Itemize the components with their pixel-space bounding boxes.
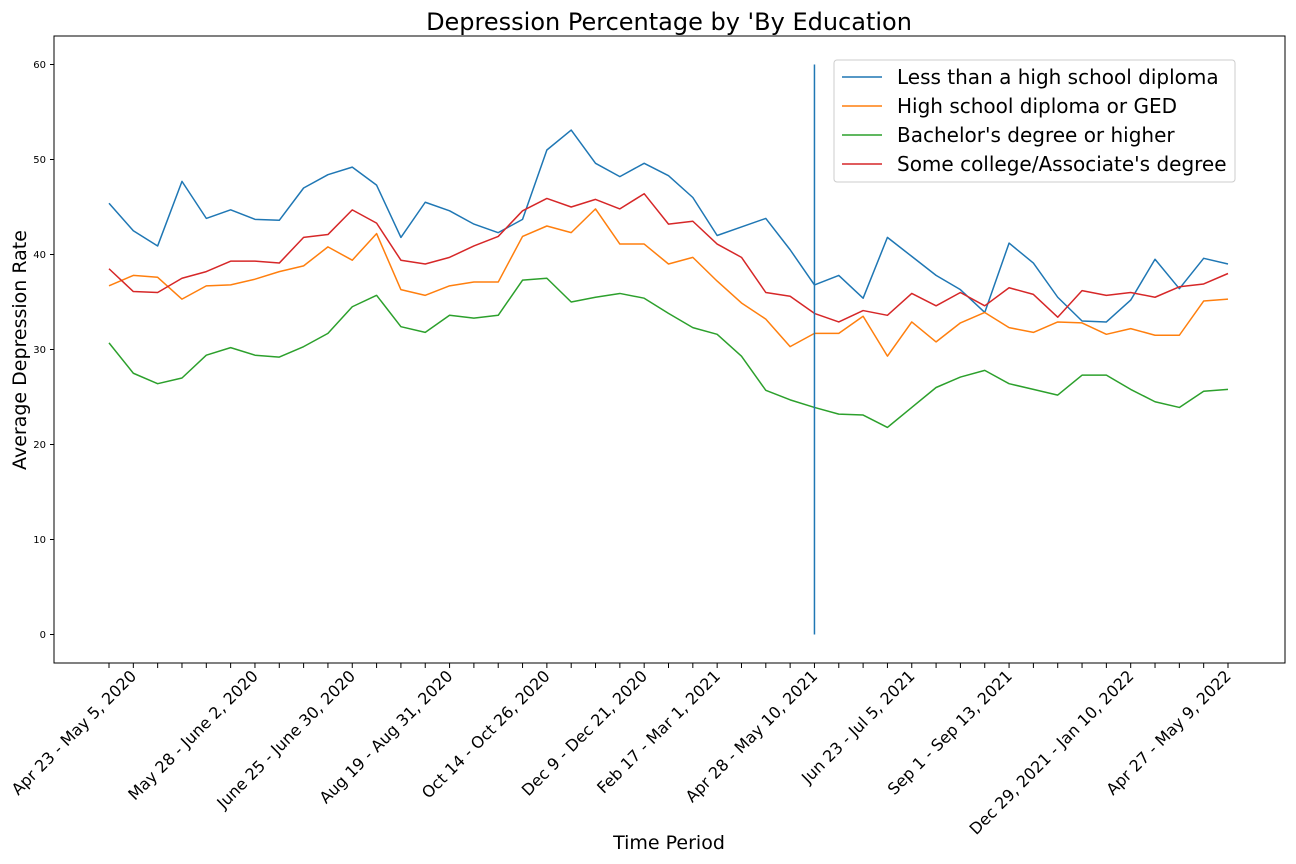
legend-label: High school diploma or GED: [897, 94, 1177, 118]
legend: Less than a high school diploma High scho…: [833, 59, 1236, 183]
series-line: [108, 208, 1229, 357]
series-line: [108, 277, 1229, 429]
y-axis-label: Average Depression Rate: [9, 230, 31, 470]
legend-box: [833, 59, 1236, 183]
series-line: [108, 192, 1229, 323]
series-line: [108, 129, 1229, 323]
y-tick-label: 10: [33, 535, 46, 546]
legend-label: Less than a high school diploma: [897, 65, 1219, 89]
y-tick-label: 50: [33, 155, 46, 166]
y-tick-label: 60: [33, 60, 46, 71]
y-tick-label: 40: [33, 250, 46, 261]
y-tick-label: 0: [40, 630, 46, 641]
y-tick-label: 30: [33, 345, 46, 356]
legend-label: Some college/Associate's degree: [897, 152, 1227, 176]
y-tick-label: 20: [33, 440, 46, 451]
plot-frame: [53, 35, 1286, 664]
legend-label: Bachelor's degree or higher: [897, 123, 1175, 147]
x-axis-label: Time Period: [612, 832, 725, 854]
chart-title: Depression Percentage by 'By Education: [426, 8, 912, 36]
